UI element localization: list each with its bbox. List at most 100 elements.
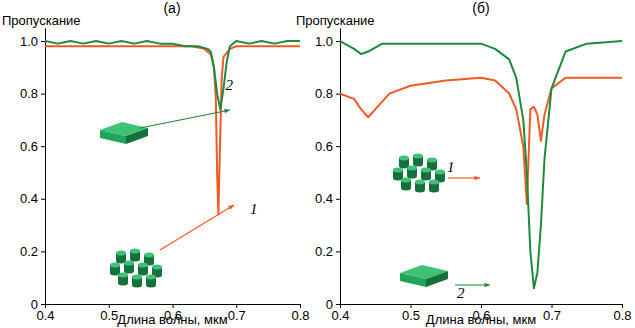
cylinder-base xyxy=(132,283,142,288)
tick: 0.2 xyxy=(20,244,45,259)
tick-label: 0.8 xyxy=(291,308,309,323)
tick-mark xyxy=(41,251,45,252)
tick-label: 0.7 xyxy=(228,308,246,323)
x-axis: 0.4 0.5 0.6 0.7 0.8 xyxy=(36,304,309,323)
cylinder-top xyxy=(118,273,128,278)
cylinder-top xyxy=(144,253,154,258)
cylinder-top xyxy=(401,178,411,183)
figure: (а)ПропусканиеДлина волны, мкм0.40.50.60… xyxy=(0,0,635,328)
tick-label: 0.8 xyxy=(315,86,333,101)
tick-mark xyxy=(41,146,45,147)
x-axis: 0.4 0.5 0.6 0.7 0.8 xyxy=(331,304,631,323)
cylinder-top xyxy=(399,156,409,161)
cylinder-top xyxy=(130,249,140,254)
tick: 1.0 xyxy=(315,34,340,49)
cylinder-top xyxy=(124,261,134,266)
inset-icons xyxy=(100,109,234,288)
tick-mark xyxy=(41,199,45,200)
axis-line xyxy=(340,28,341,304)
tick: 0.8 xyxy=(315,86,340,101)
tick-mark xyxy=(336,146,340,147)
cylinder-base xyxy=(146,283,156,288)
tick-label: 1.0 xyxy=(20,34,38,49)
tick-mark xyxy=(336,304,340,305)
tick-label: 1.0 xyxy=(315,34,333,49)
tick: 0 xyxy=(31,297,45,312)
slab-side xyxy=(426,271,448,287)
tick: 0.5 xyxy=(402,304,420,323)
y-axis: 0 0.2 0.4 0.6 0.8 1.0 xyxy=(20,28,46,311)
tick-mark xyxy=(336,251,340,252)
series-label: 2 xyxy=(226,77,234,93)
arrow xyxy=(140,110,230,128)
tick-mark xyxy=(41,94,45,95)
tick-label: 0.5 xyxy=(100,308,118,323)
cylinder-base xyxy=(407,174,417,179)
tick-label: 0.6 xyxy=(164,308,182,323)
series-label: 2 xyxy=(457,285,465,301)
cylinder-top xyxy=(427,158,437,163)
cylinder-top xyxy=(435,170,445,175)
tick-label: 0.4 xyxy=(36,308,54,323)
cylinder-base xyxy=(130,257,140,262)
tick: 0.6 xyxy=(20,139,45,154)
tick-label: 0.4 xyxy=(20,191,38,206)
tick-label: 0 xyxy=(326,297,333,312)
cylinder-base xyxy=(401,186,411,191)
tick: 0.6 xyxy=(164,304,182,323)
tick: 0.6 xyxy=(472,304,490,323)
tick: 0.2 xyxy=(315,244,340,259)
tick-label: 0.4 xyxy=(331,308,349,323)
plot-area xyxy=(340,41,622,288)
y-axis-title: Пропускание xyxy=(2,13,81,28)
slab-side xyxy=(400,273,426,287)
plot-area xyxy=(45,41,300,215)
tick-label: 0.5 xyxy=(402,308,420,323)
cylinder-base xyxy=(413,162,423,167)
tick: 0.7 xyxy=(543,304,561,323)
series-line xyxy=(340,78,622,204)
cylinder-base xyxy=(118,281,128,286)
arrow-head xyxy=(228,205,234,210)
cylinder-base xyxy=(138,271,148,276)
tick: 0.4 xyxy=(315,191,340,206)
cylinder-top xyxy=(421,168,431,173)
cylinder-top xyxy=(429,180,439,185)
cylinder-top xyxy=(116,251,126,256)
tick: 0.4 xyxy=(331,304,349,323)
tick: 0.5 xyxy=(100,304,118,323)
cylinder-top xyxy=(132,275,142,280)
tick: 0.8 xyxy=(613,304,631,323)
cylinder-top xyxy=(152,265,162,270)
panel: (б)ПропусканиеДлина волны, мкм0.40.50.60… xyxy=(296,0,632,327)
tick-label: 0.2 xyxy=(315,244,333,259)
tick-label: 0.6 xyxy=(472,308,490,323)
cylinder-top xyxy=(413,154,423,159)
slab-side xyxy=(126,128,148,144)
cylinder-top xyxy=(407,166,417,171)
cylinder-base xyxy=(429,188,439,193)
tick: 0.6 xyxy=(315,139,340,154)
cylinder-base xyxy=(415,188,425,193)
cylinder-base xyxy=(124,269,134,274)
inset-icons xyxy=(393,154,490,288)
panel: (а)ПропусканиеДлина волны, мкм0.40.50.60… xyxy=(2,0,310,327)
title: (а) xyxy=(163,0,180,16)
tick: 0.8 xyxy=(291,304,309,323)
y-axis: 0 0.2 0.4 0.6 0.8 1.0 xyxy=(315,28,341,311)
axis-line xyxy=(45,28,46,304)
tick: 0.7 xyxy=(228,304,246,323)
series-line xyxy=(45,41,300,109)
arrow-head xyxy=(224,109,230,114)
tick: 0.4 xyxy=(20,191,45,206)
arrow-head xyxy=(484,283,490,288)
y-axis-title: Пропускание xyxy=(296,13,375,28)
tick: 0.8 xyxy=(20,86,45,101)
cylinder-top xyxy=(393,168,403,173)
cylinder-top xyxy=(415,180,425,185)
cylinder-top xyxy=(138,263,148,268)
tick-label: 0.8 xyxy=(613,308,631,323)
tick-mark xyxy=(41,41,45,42)
tick-label: 0.4 xyxy=(315,191,333,206)
arrow xyxy=(160,205,234,250)
